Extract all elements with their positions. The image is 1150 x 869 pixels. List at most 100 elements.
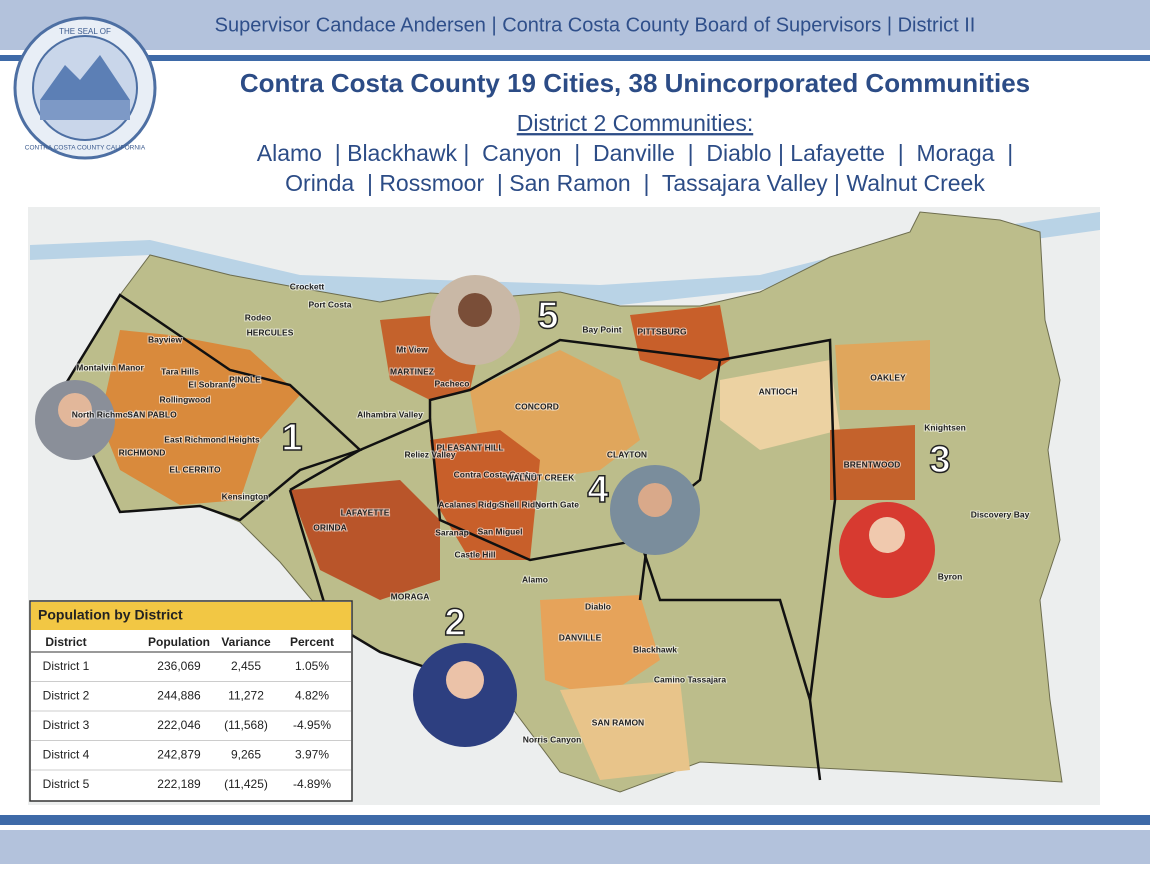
district-number: 4 — [587, 469, 608, 511]
place-label: PITTSBURG — [637, 326, 687, 336]
place-label: Saranap — [435, 527, 469, 537]
table-cell: (11,425) — [224, 777, 268, 791]
photo-face — [638, 483, 672, 517]
place-label: Knightsen — [924, 422, 966, 432]
column-header: Population — [148, 635, 210, 649]
table-cell: 2,455 — [231, 659, 261, 673]
subtitle: District 2 Communities: — [517, 110, 753, 136]
top-band — [0, 0, 1150, 50]
place-label: Acalanes Ridge — [438, 499, 502, 509]
place-label: Mt View — [396, 344, 428, 354]
place-label: Bayview — [148, 334, 182, 344]
seal-mountain — [40, 55, 130, 100]
place-label: Blackhawk — [633, 644, 677, 654]
place-label: Alhambra Valley — [357, 409, 423, 419]
column-header: Percent — [290, 635, 334, 649]
table-cell: (11,568) — [224, 718, 268, 732]
seal: THE SEAL OF CONTRA COSTA COUNTY CALIFORN… — [13, 16, 157, 160]
place-label: Diablo — [585, 601, 611, 611]
district-boundary — [719, 338, 837, 701]
photos — [35, 275, 935, 747]
seal-text-bottom: CONTRA COSTA COUNTY CALIFORNIA — [25, 145, 146, 152]
urban-area — [560, 680, 690, 780]
bottom-rule — [0, 815, 1150, 825]
population-table: Population by District District Populatio… — [29, 600, 353, 802]
table-cell: District 5 — [43, 777, 90, 791]
photo-face — [446, 661, 484, 699]
place-label: CONCORD — [515, 401, 559, 411]
top-rule — [0, 55, 1150, 61]
photo-face — [58, 393, 92, 427]
place-label: SAN PABLO — [127, 409, 177, 419]
place-label: Contra Costa Centre — [454, 469, 537, 479]
urban-area — [835, 340, 930, 410]
urban-area — [290, 480, 440, 600]
table-cell: District 4 — [43, 748, 90, 762]
communities-line: Orinda | Rossmoor | San Ramon | Tassajar… — [285, 170, 985, 196]
table-cell: District 3 — [43, 718, 90, 732]
place-label: PINOLE — [229, 374, 261, 384]
place-label: LAFAYETTE — [341, 507, 390, 517]
title: Contra Costa County 19 Cities, 38 Uninco… — [240, 68, 1030, 98]
table-cell: 236,069 — [157, 659, 201, 673]
place-label: MORAGA — [391, 591, 430, 601]
place-label: North Richmond — [72, 409, 139, 419]
table-title: Population by District — [38, 607, 183, 623]
table-title-band — [31, 602, 351, 630]
column-header: Variance — [221, 635, 271, 649]
place-label: Norris Canyon — [523, 734, 582, 744]
table-cell: 222,189 — [157, 777, 201, 791]
place-label: North Gate — [535, 499, 579, 509]
place-label: RICHMOND — [119, 447, 166, 457]
table-frame — [29, 600, 353, 802]
table-cell: -4.95% — [293, 718, 331, 732]
place-label: ANTIOCH — [759, 386, 798, 396]
place-label: Reliez Valley — [404, 449, 455, 459]
column-header: District — [45, 635, 86, 649]
place-label: OAKLEY — [870, 372, 906, 382]
urban-area — [830, 425, 915, 500]
place-label: Alamo — [522, 574, 548, 584]
place-label: Tara Hills — [161, 366, 199, 376]
urban-area — [720, 360, 840, 450]
place-label: PLEASANT HILL — [436, 442, 503, 452]
place-label: EL CERRITO — [169, 464, 221, 474]
place-label: Bay Point — [582, 324, 621, 334]
table-cell: 4.82% — [295, 689, 329, 703]
district-number: 3 — [929, 439, 950, 481]
place-label: Port Costa — [309, 299, 352, 309]
seal-water — [40, 100, 130, 120]
urban-area — [630, 305, 730, 380]
district-number: 2 — [444, 602, 465, 644]
table-cell: 244,886 — [157, 689, 201, 703]
map: Bayview Montalvin Manor Tara Hills El Sobra… — [28, 207, 1100, 805]
place-label: Castle Hill — [454, 549, 495, 559]
table-cell: 3.97% — [295, 748, 329, 762]
place-label: San Miguel — [478, 526, 523, 536]
place-label: Rodeo — [245, 312, 271, 322]
bottom-band — [0, 830, 1150, 864]
table-cell: 222,046 — [157, 718, 201, 732]
table-cell: 242,879 — [157, 748, 201, 762]
table-cell: 9,265 — [231, 748, 261, 762]
place-label: ORINDA — [313, 522, 347, 532]
place-label: Pacheco — [435, 378, 470, 388]
table-cell: 11,272 — [228, 689, 264, 703]
photo-face — [869, 517, 905, 553]
place-label: SAN RAMON — [592, 717, 644, 727]
table-cell: 1.05% — [295, 659, 329, 673]
district-number: 1 — [281, 417, 302, 459]
district-boundary — [60, 293, 363, 522]
place-label: Crockett — [290, 281, 325, 291]
place-label: El Sobrante — [188, 379, 236, 389]
place-label: Kensington — [222, 491, 269, 501]
place-label: Discovery Bay — [971, 509, 1030, 519]
place-label: Rollingwood — [160, 394, 211, 404]
place-label: HERCULES — [247, 327, 294, 337]
place-label: WALNUT CREEK — [506, 472, 575, 482]
place-label: Camino Tassajara — [654, 674, 726, 684]
place-label: Byron — [938, 571, 963, 581]
place-label: BRENTWOOD — [844, 459, 901, 469]
banner: Supervisor Candace Andersen | Contra Cos… — [215, 14, 976, 36]
